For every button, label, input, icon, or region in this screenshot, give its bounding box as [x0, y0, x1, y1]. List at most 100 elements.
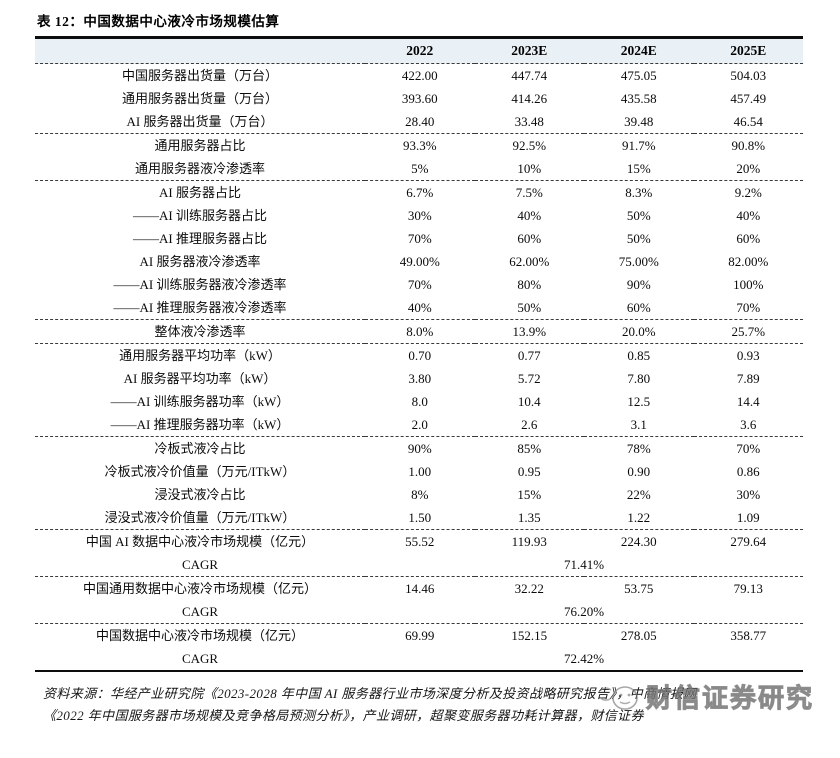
row-value: 100% — [733, 277, 764, 292]
row-value: 279.64 — [730, 534, 767, 549]
row-label: 冷板式液冷价值量（万元/ITkW） — [104, 464, 296, 479]
row-value: 70% — [693, 296, 803, 320]
cagr-value: 71.41% — [365, 553, 803, 577]
row-value: 1.09 — [693, 506, 803, 530]
row-value: 92.5% — [512, 138, 547, 153]
row-value: 6.7% — [406, 185, 434, 200]
table-row: 通用服务器平均功率（kW） 0.70 0.77 0.85 0.93 — [35, 344, 803, 368]
row-value: 70% — [407, 231, 432, 246]
row-label: ——AI 训练服务器液冷渗透率 — [113, 277, 287, 292]
row-label: AI 服务器占比 — [159, 185, 241, 200]
row-label: ——AI 推理服务器液冷渗透率 — [35, 296, 365, 320]
row-value: 91.7% — [621, 138, 656, 153]
row-value: 79.13 — [733, 581, 763, 596]
row-label: 浸没式液冷价值量（万元/ITkW） — [35, 506, 365, 530]
row-value: 119.93 — [511, 534, 547, 549]
row-value: 3.6 — [693, 413, 803, 437]
row-value: 278.05 — [620, 628, 657, 643]
row-label: ——AI 推理服务器占比 — [133, 231, 267, 246]
row-label: 中国服务器出货量（万台） — [121, 68, 278, 83]
source-note: 资料来源：华经产业研究院《2023-2028 年中国 AI 服务器行业市场深度分… — [43, 683, 803, 727]
table-row: 冷板式液冷价值量（万元/ITkW） 1.00 0.95 0.90 0.86 — [35, 460, 803, 483]
row-value: 50% — [626, 208, 651, 223]
row-value: 0.93 — [736, 348, 760, 363]
source-note-line1: 资料来源：华经产业研究院《2023-2028 年中国 AI 服务器行业市场深度分… — [43, 686, 697, 701]
table-row: 中国 AI 数据中心液冷市场规模（亿元） 55.52 119.93 224.30… — [35, 530, 803, 554]
row-value: 435.58 — [620, 91, 657, 106]
row-value: 5% — [365, 157, 475, 181]
row-label: AI 服务器液冷渗透率 — [139, 254, 261, 269]
row-label: 整体液冷渗透率 — [35, 319, 365, 344]
row-label: CAGR — [181, 651, 219, 666]
row-value: 75.00% — [618, 254, 659, 269]
row-value: 7.89 — [736, 371, 760, 386]
table-row: 中国服务器出货量（万台） 422.00 447.74 475.05 504.03 — [35, 64, 803, 88]
table-row: ——AI 训练服务器液冷渗透率 70% 80% 90% 100% — [35, 273, 803, 296]
row-value: 32.22 — [514, 581, 544, 596]
row-value: 414.26 — [511, 91, 548, 106]
table-row: 浸没式液冷占比 8% 15% 22% 30% — [35, 483, 803, 506]
row-value: 82.00% — [728, 254, 769, 269]
row-value: 69.99 — [405, 628, 435, 643]
table-row: 冷板式液冷占比 90% 85% 78% 70% — [35, 437, 803, 461]
table-row: AI 服务器占比 6.7% 7.5% 8.3% 9.2% — [35, 181, 803, 205]
row-value: 33.48 — [474, 110, 584, 134]
row-value: 50% — [474, 296, 584, 320]
row-value: 60% — [517, 231, 542, 246]
cagr-row: CAGR 76.20% — [35, 600, 803, 624]
row-value: 40% — [365, 296, 475, 320]
cagr-row: CAGR 72.42% — [35, 647, 803, 671]
table-row: ——AI 推理服务器占比 70% 60% 50% 60% — [35, 227, 803, 250]
row-value: 7.5% — [515, 185, 543, 200]
row-value: 5.72 — [517, 371, 541, 386]
row-value: 28.40 — [365, 110, 475, 134]
row-value: 0.86 — [736, 464, 760, 479]
table-row: 通用服务器出货量（万台） 393.60 414.26 435.58 457.49 — [35, 87, 803, 110]
cagr-value: 76.20% — [365, 600, 803, 624]
row-value: 0.85 — [627, 348, 651, 363]
row-label: 中国通用数据中心液冷市场规模（亿元） — [82, 581, 317, 596]
row-value: 1.22 — [584, 506, 694, 530]
row-label: CAGR — [35, 600, 365, 624]
row-value: 457.49 — [730, 91, 767, 106]
row-value: 80% — [517, 277, 542, 292]
row-value: 39.48 — [584, 110, 694, 134]
market-size-table: 2022 2023E 2024E 2025E 中国服务器出货量（万台） 422.… — [35, 36, 803, 672]
cagr-value: 72.42% — [563, 651, 605, 666]
row-label: 浸没式液冷占比 — [154, 487, 246, 502]
row-value: 8.0% — [365, 319, 475, 344]
row-value: 14.46 — [405, 581, 435, 596]
row-label: AI 服务器平均功率（kW） — [123, 371, 277, 386]
row-value: 10% — [474, 157, 584, 181]
table-row: 中国数据中心液冷市场规模（亿元） 69.99 152.15 278.05 358… — [35, 624, 803, 648]
row-value: 3.80 — [408, 371, 432, 386]
row-value: 46.54 — [693, 110, 803, 134]
row-value: 85% — [517, 441, 542, 456]
row-value: 422.00 — [401, 68, 438, 83]
row-value: 20% — [693, 157, 803, 181]
column-header-2022: 2022 — [365, 37, 475, 64]
row-value: 90% — [407, 441, 432, 456]
row-value: 90.8% — [731, 138, 766, 153]
row-value: 78% — [626, 441, 651, 456]
row-value: 10.4 — [517, 394, 541, 409]
row-value: 2.6 — [474, 413, 584, 437]
row-value: 504.03 — [730, 68, 767, 83]
row-value: 224.30 — [620, 534, 657, 549]
row-value: 0.77 — [517, 348, 541, 363]
column-header-2024e: 2024E — [584, 37, 694, 64]
column-header-blank — [35, 37, 365, 64]
row-value: 7.80 — [627, 371, 651, 386]
row-value: 25.7% — [693, 319, 803, 344]
table-header: 2022 2023E 2024E 2025E — [35, 37, 803, 64]
row-label: 冷板式液冷占比 — [154, 441, 246, 456]
row-value: 55.52 — [405, 534, 435, 549]
table-row: 通用服务器液冷渗透率 5% 10% 15% 20% — [35, 157, 803, 181]
row-value: 50% — [626, 231, 651, 246]
row-value: 40% — [736, 208, 761, 223]
row-value: 12.5 — [627, 394, 651, 409]
column-header-2023e: 2023E — [474, 37, 584, 64]
table-row: 浸没式液冷价值量（万元/ITkW） 1.50 1.35 1.22 1.09 — [35, 506, 803, 530]
row-value: 13.9% — [474, 319, 584, 344]
table-body: 中国服务器出货量（万台） 422.00 447.74 475.05 504.03… — [35, 64, 803, 672]
